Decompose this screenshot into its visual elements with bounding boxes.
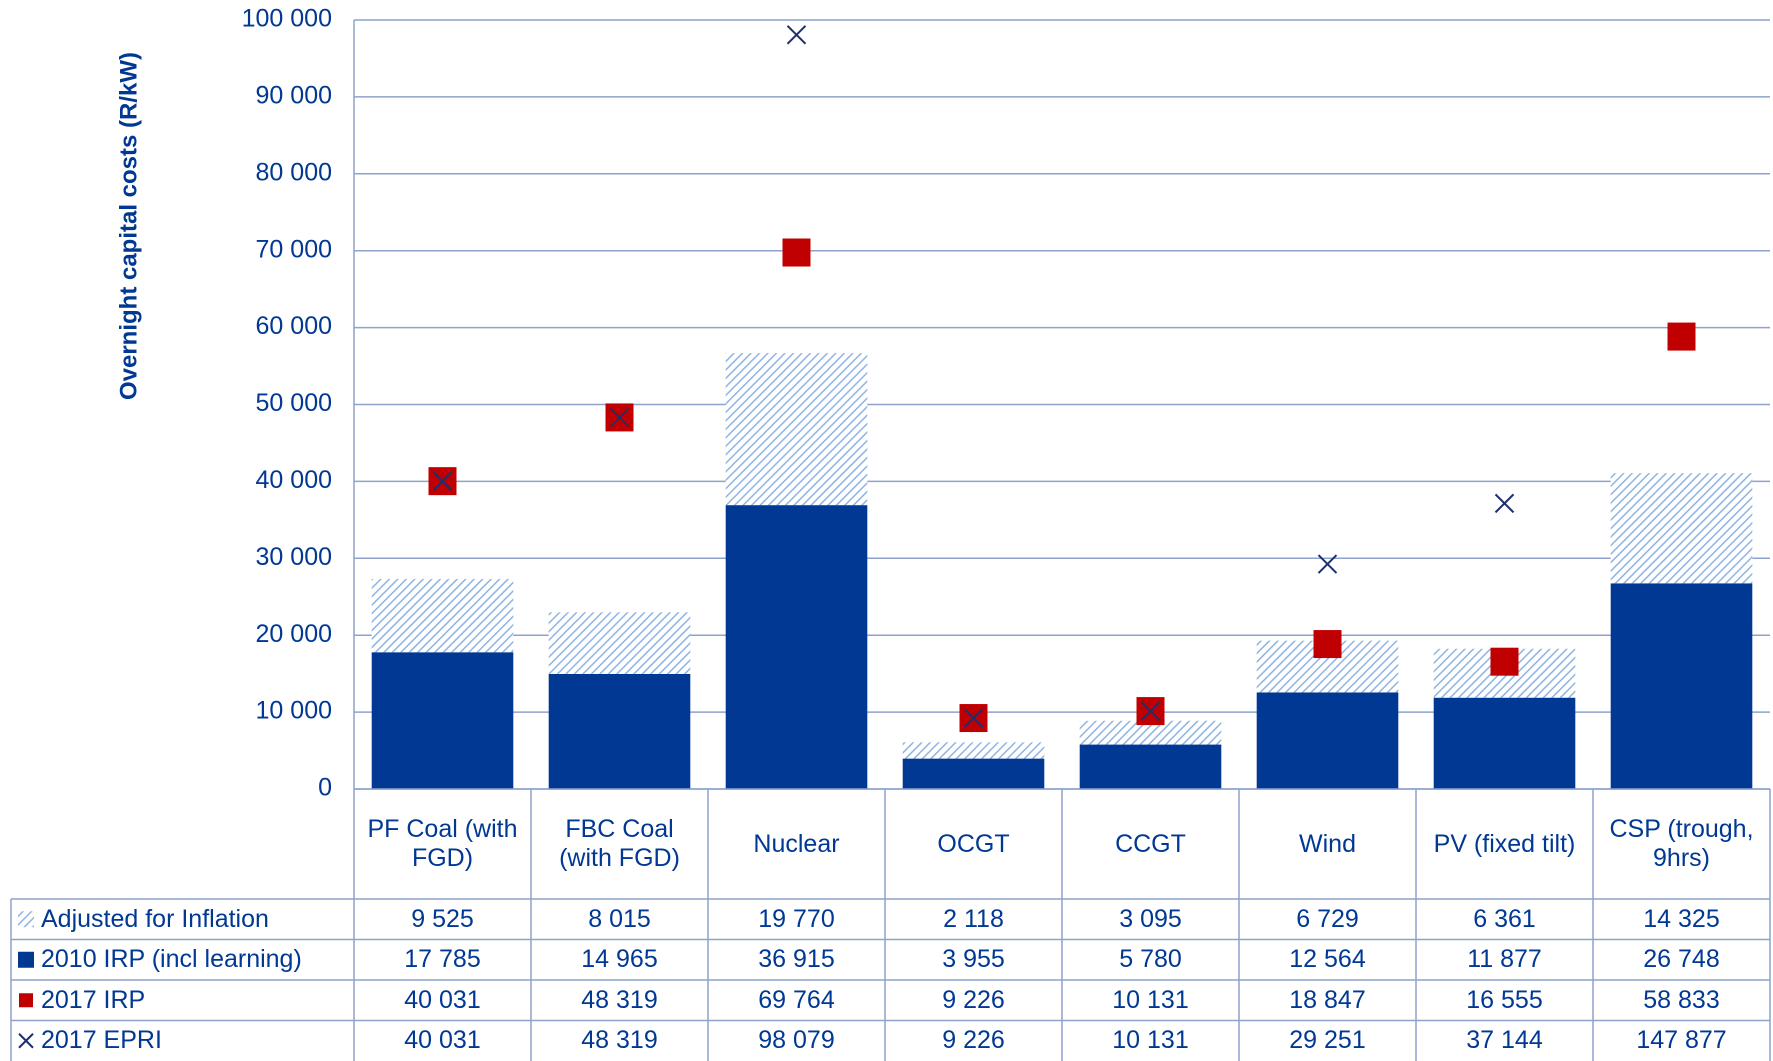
marker-x	[1317, 554, 1338, 574]
table-value: 9 525	[411, 904, 474, 933]
table-value: 40 031	[404, 985, 481, 1014]
table-value: 18 847	[1289, 985, 1366, 1014]
table-value: 58 833	[1643, 985, 1720, 1014]
table-value: 6 361	[1473, 904, 1536, 933]
y-tick-label: 0	[318, 774, 332, 802]
table-value: 17 785	[404, 945, 481, 974]
y-tick-label: 90 000	[256, 82, 332, 110]
bar	[1079, 720, 1222, 745]
bar	[548, 612, 691, 674]
marker-x	[963, 708, 984, 728]
table-value: 48 319	[581, 1026, 658, 1055]
table-value: 3 095	[1119, 904, 1182, 933]
bar	[371, 652, 514, 789]
table-value: 10 131	[1112, 1026, 1189, 1055]
table-value: 36 915	[758, 945, 835, 974]
legend-swatch	[19, 993, 33, 1008]
marker-square	[1313, 630, 1342, 659]
table-value: 29 251	[1289, 1026, 1366, 1055]
bar	[725, 353, 868, 506]
category-label: PF Coal (with FGD)	[367, 815, 518, 872]
marker-square	[1667, 322, 1696, 351]
y-tick-label: 10 000	[256, 697, 332, 725]
table-value: 14 325	[1643, 904, 1720, 933]
marker-x	[786, 25, 807, 45]
legend-swatch	[18, 1033, 34, 1049]
bar	[725, 505, 868, 789]
table-value: 10 131	[1112, 985, 1189, 1014]
y-tick-label: 100 000	[242, 5, 332, 33]
marker-x	[609, 407, 630, 428]
bar	[902, 758, 1045, 789]
category-label: CSP (trough, 9hrs)	[1609, 815, 1754, 872]
bar	[1079, 744, 1222, 789]
table-value: 26 748	[1643, 945, 1720, 974]
table-value: 48 319	[581, 985, 658, 1014]
table-value: 3 955	[942, 945, 1005, 974]
table-value: 9 226	[942, 1026, 1005, 1055]
bar	[1256, 692, 1399, 789]
table-value: 98 079	[758, 1026, 835, 1055]
table-value: 14 965	[581, 945, 658, 974]
y-tick-label: 60 000	[256, 312, 332, 340]
table-value: 2 118	[943, 904, 1004, 933]
marker-x	[432, 471, 453, 491]
table-value: 8 015	[588, 904, 651, 933]
y-axis-title: Overnight capital costs (R/kW)	[115, 52, 142, 400]
legend-swatch	[18, 951, 34, 968]
category-label: Nuclear	[753, 829, 840, 858]
bar	[1433, 697, 1576, 789]
marker-square	[782, 238, 811, 267]
legend-label: Adjusted for Inflation	[41, 904, 269, 933]
table-value: 9 226	[942, 985, 1005, 1014]
y-tick-label: 30 000	[256, 543, 332, 571]
marker-x	[1494, 493, 1515, 514]
y-tick-label: 80 000	[256, 158, 332, 186]
y-tick-label: 20 000	[256, 620, 332, 648]
category-label: PV (fixed tilt)	[1433, 829, 1576, 858]
bar	[371, 578, 514, 653]
bar	[548, 673, 691, 789]
bar	[1610, 583, 1753, 789]
y-tick-label: 50 000	[256, 389, 332, 417]
legend-label: 2010 IRP (incl learning)	[41, 945, 302, 974]
legend-label: 2017 EPRI	[41, 1026, 162, 1055]
bar	[902, 742, 1045, 759]
table-value: 12 564	[1289, 945, 1366, 974]
marker-x	[1140, 701, 1161, 721]
bar	[1610, 473, 1753, 584]
legend-swatch	[18, 911, 34, 928]
legend-label: 2017 IRP	[41, 985, 146, 1014]
table-value: 5 780	[1119, 945, 1182, 974]
marker-square	[1490, 647, 1519, 676]
table-value: 147 877	[1636, 1026, 1727, 1055]
category-label: OCGT	[937, 829, 1010, 858]
category-label: Wind	[1299, 829, 1356, 858]
category-label: CCGT	[1115, 829, 1186, 858]
table-value: 37 144	[1466, 1026, 1543, 1055]
table-value: 11 877	[1467, 945, 1542, 974]
table-value: 69 764	[758, 985, 835, 1014]
table-value: 40 031	[404, 1026, 481, 1055]
category-label: FBC Coal (with FGD)	[559, 815, 680, 872]
table-value: 16 555	[1466, 985, 1543, 1014]
table-value: 6 729	[1296, 904, 1359, 933]
y-tick-label: 40 000	[256, 466, 332, 494]
y-tick-label: 70 000	[256, 235, 332, 263]
table-value: 19 770	[758, 904, 835, 933]
